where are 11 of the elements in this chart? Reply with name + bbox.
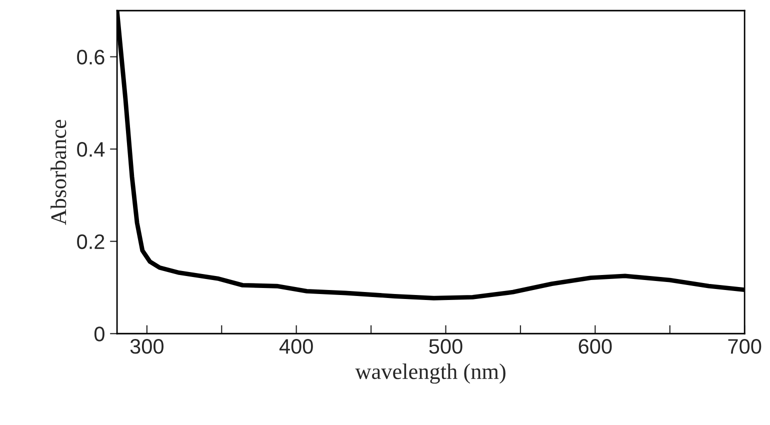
x-tick-label: 300	[130, 339, 164, 354]
x-tick-label: 400	[279, 339, 313, 354]
y-axis-title: Absorbance	[50, 120, 66, 225]
x-tick-label: 500	[429, 339, 462, 354]
x-tick-label: 600	[578, 339, 612, 354]
y-tick-label: 0.6	[77, 50, 104, 65]
y-tick-label: 0.2	[77, 234, 104, 250]
x-axis-title: wavelength (nm)	[355, 363, 506, 384]
y-tick-label: 0.4	[77, 142, 105, 157]
x-tick-label: 700	[728, 339, 762, 354]
y-tick-label: 0	[94, 326, 104, 342]
